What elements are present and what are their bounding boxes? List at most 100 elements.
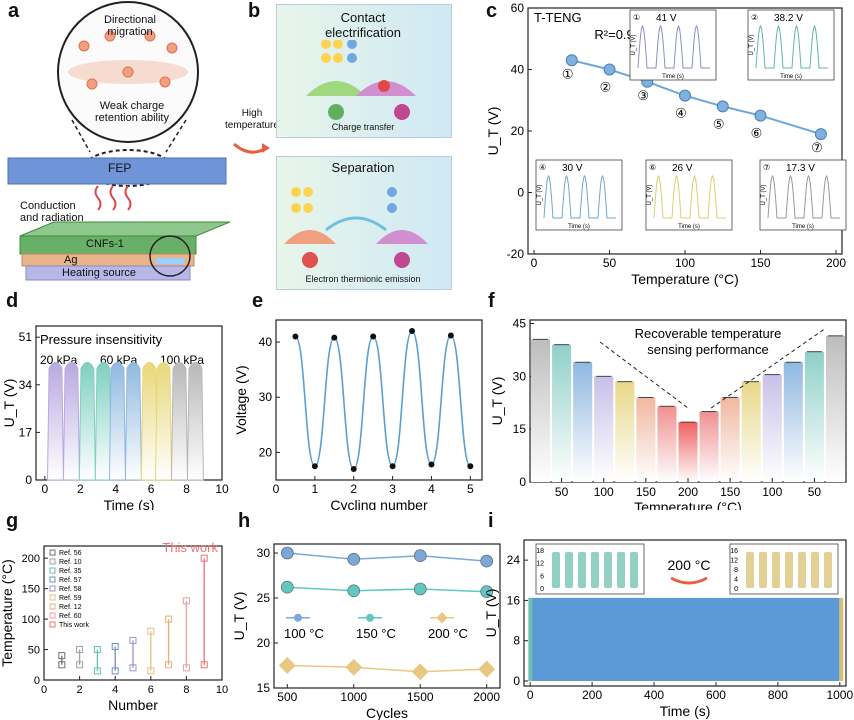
y-tick-label: 17 — [19, 425, 33, 439]
bubble-bottom-text: Weak charge retention ability — [95, 100, 169, 124]
range-marker-high — [147, 627, 155, 635]
chart-f: 0 15 30 45 50 100 150 200 150 100 50 Temperature (°… — [489, 317, 847, 510]
x-tick-label: 200 — [678, 485, 698, 499]
y-tick-label: 40 — [511, 63, 525, 77]
data-point — [280, 580, 294, 594]
voltage-pulse — [94, 361, 112, 481]
data-point — [716, 100, 729, 113]
range-marker-low — [58, 661, 66, 669]
y-tick-label: 0 — [34, 675, 40, 687]
x-tick-label: 150 — [636, 485, 656, 499]
x-tick-label: 3 — [389, 482, 396, 496]
data-point — [350, 465, 357, 472]
y-tick-label: -20 — [507, 247, 525, 261]
y-axis-label: Voltage (V) — [233, 365, 249, 434]
legend-marker — [49, 594, 56, 601]
y-axis-label: Temperature (°C) — [0, 559, 15, 667]
inset-pulse — [552, 552, 560, 588]
point-marker: ④ — [675, 106, 687, 121]
range-marker-low — [165, 661, 173, 669]
y-tick-label: 20 — [511, 124, 525, 138]
data-point — [478, 660, 496, 678]
curved-arrow-icon — [670, 576, 708, 585]
bar — [552, 344, 572, 482]
chart-i: 0 200 400 600 800 1000 0 8 16 24 Time (s) U_T (V) 0 6… — [483, 539, 853, 719]
y-tick-label: 150 — [22, 584, 40, 596]
inset-marker: ② — [751, 13, 758, 22]
inset-label: 17.3 V — [786, 163, 815, 174]
bar — [573, 362, 593, 482]
voltage-pulse — [46, 361, 64, 481]
panel-a-illustration — [7, 1, 230, 281]
inset-waveform — [767, 174, 840, 219]
x-axis-label: Time (s) — [104, 497, 155, 510]
x-tick-label: 0 — [273, 482, 280, 496]
x-tick-label: 8 — [183, 482, 190, 496]
inset-y-tick: 6 — [540, 573, 544, 580]
inset-waveform — [653, 174, 726, 219]
voltage-curve — [294, 330, 472, 470]
x-tick-label: 5 — [467, 482, 474, 496]
x-tick-label: 400 — [644, 688, 664, 702]
range-marker-high — [182, 597, 190, 605]
panel-b: b Contact electrification Charge transfe… — [230, 0, 465, 300]
voltage-pulse — [124, 361, 142, 481]
legend-label: Ref. 12 — [59, 604, 82, 611]
x-tick-label: 2 — [77, 482, 84, 496]
bar — [531, 339, 551, 482]
legend-marker — [49, 549, 56, 556]
legend-marker — [49, 585, 56, 592]
x-tick-label: 1 — [312, 482, 319, 496]
panel-label-b: b — [248, 0, 261, 22]
inset-waveform — [637, 24, 710, 69]
x-tick-label: 1000 — [340, 690, 367, 704]
chart-c: 0 50 100 150 200 -20 0 20 40 60 Temperature (°C) U_… — [485, 1, 847, 287]
x-axis-label: Number — [108, 697, 158, 713]
voltage-pulse — [170, 361, 188, 481]
y-tick-label: 40 — [259, 335, 273, 349]
inset-y-tick: 16 — [730, 548, 738, 555]
heating-label: Heating source — [62, 267, 136, 279]
data-point — [814, 128, 827, 141]
x-tick-label: 100 — [675, 256, 695, 270]
chart-d: 0 2 4 6 8 10 0 17 34 51 Time (s) U_T (V) Pressure in… — [1, 325, 229, 510]
range-marker-low — [93, 667, 101, 675]
inset-label: 41 V — [656, 13, 677, 24]
fep-layer — [7, 157, 227, 185]
x-tick-label: 200 — [582, 688, 602, 702]
legend-marker — [49, 558, 56, 565]
data-point — [311, 463, 318, 470]
panel-label-e: e — [252, 290, 264, 312]
inset-label: 30 V — [562, 163, 583, 174]
data-point — [679, 89, 691, 102]
y-tick-label: 200 — [22, 553, 40, 565]
y-tick-label: 60 — [511, 1, 525, 15]
fep-label: FEP — [108, 161, 132, 175]
trend-arrow-down — [599, 341, 689, 409]
range-marker-low — [200, 661, 208, 669]
x-tick-label: 500 — [277, 690, 297, 704]
inset-x-label: Time (s) — [780, 74, 802, 80]
voltage-pulse — [140, 361, 158, 481]
x-tick-label: 2 — [350, 482, 357, 496]
trend-arrow-up — [710, 327, 827, 409]
y-axis-label: U_T (V) — [483, 589, 499, 638]
x-tick-label: 6 — [148, 482, 155, 496]
inset-waveform — [543, 174, 616, 219]
legend-label: 200 °C — [428, 626, 468, 641]
inset-y-tick: 8 — [734, 567, 738, 574]
legend-marker — [294, 613, 302, 622]
data-point — [411, 663, 429, 681]
range-marker-high — [129, 636, 137, 644]
separation-illustration — [284, 187, 428, 268]
inset-marker: ① — [633, 13, 640, 22]
x-axis-label: Time (s) — [660, 703, 711, 719]
plot-frame — [523, 539, 847, 687]
bar — [615, 381, 635, 482]
y-tick-label: 45 — [513, 317, 527, 331]
x-tick-label: 0 — [41, 684, 47, 696]
series-line — [287, 552, 487, 562]
legend-label: Ref. 60 — [59, 613, 82, 620]
voltage-pulse — [155, 361, 173, 481]
